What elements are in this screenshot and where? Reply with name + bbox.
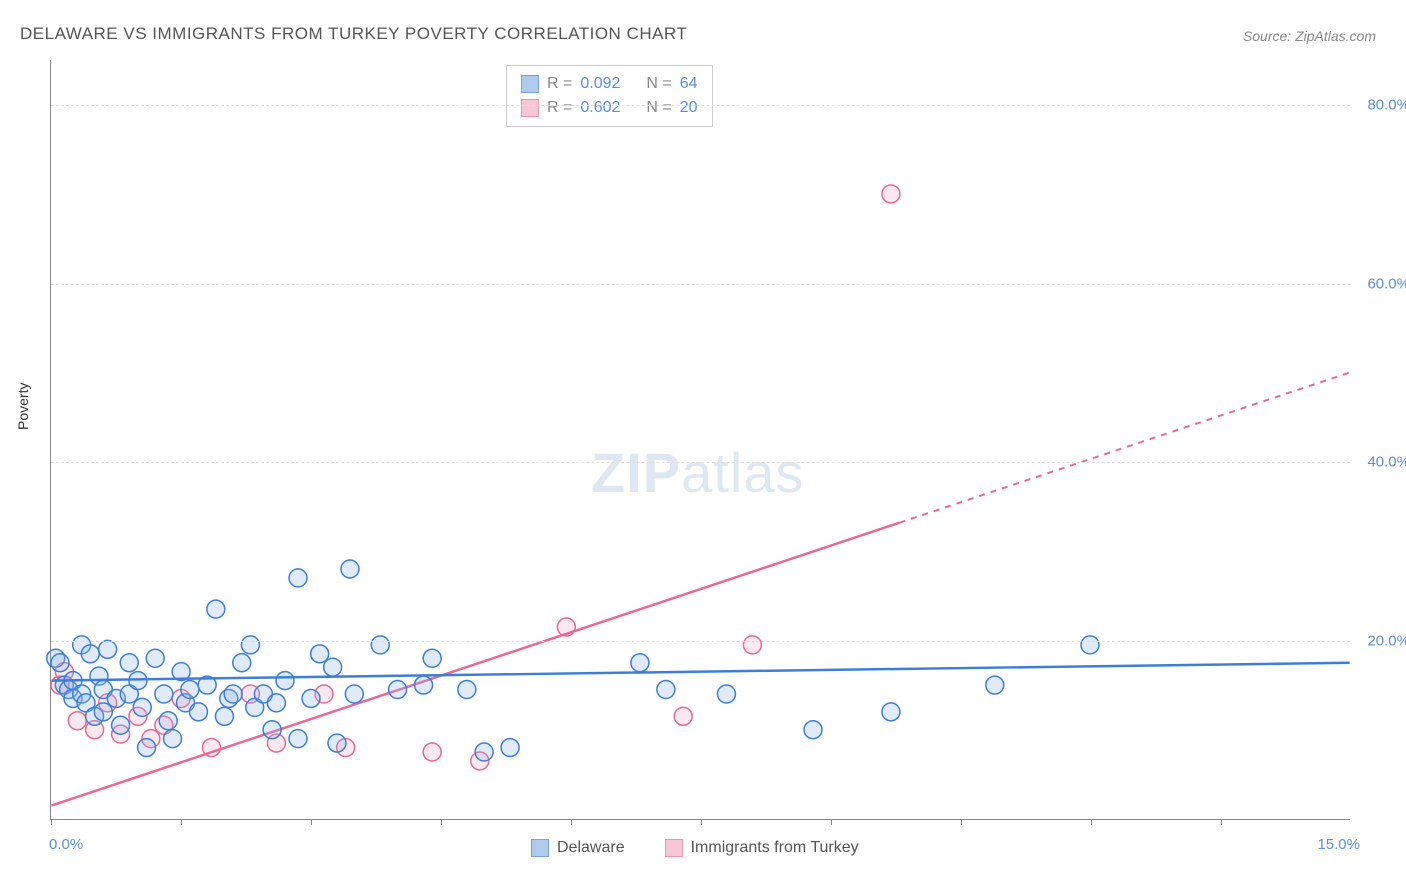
data-point-delaware <box>328 734 346 752</box>
data-point-delaware <box>804 721 822 739</box>
data-point-delaware <box>311 645 329 663</box>
chart-title: DELAWARE VS IMMIGRANTS FROM TURKEY POVER… <box>20 24 687 44</box>
data-point-delaware <box>289 730 307 748</box>
gridline-h <box>51 105 1350 106</box>
data-point-delaware <box>112 716 130 734</box>
data-point-delaware <box>133 698 151 716</box>
data-point-delaware <box>159 712 177 730</box>
data-point-delaware <box>276 672 294 690</box>
data-point-delaware <box>415 676 433 694</box>
x-tick <box>441 819 442 825</box>
gridline-h <box>51 641 1350 642</box>
legend-swatch-turkey-b <box>665 839 683 857</box>
data-point-delaware <box>51 654 69 672</box>
plot-area: ZIPatlas R = 0.092 N = 64 R = 0.602 N = … <box>50 60 1350 820</box>
data-point-delaware <box>181 681 199 699</box>
data-point-delaware <box>241 636 259 654</box>
x-tick <box>181 819 182 825</box>
data-point-delaware <box>207 600 225 618</box>
y-tick-label: 20.0% <box>1360 633 1406 650</box>
x-tick-label-0: 0.0% <box>49 836 83 853</box>
data-point-turkey <box>743 636 761 654</box>
data-point-delaware <box>371 636 389 654</box>
x-tick <box>961 819 962 825</box>
data-point-delaware <box>263 721 281 739</box>
data-point-turkey <box>423 743 441 761</box>
data-point-delaware <box>155 685 173 703</box>
data-point-delaware <box>267 694 285 712</box>
y-tick-label: 40.0% <box>1360 454 1406 471</box>
x-tick <box>571 819 572 825</box>
x-tick <box>1091 819 1092 825</box>
data-point-delaware <box>341 560 359 578</box>
data-point-delaware <box>501 739 519 757</box>
data-point-delaware <box>99 640 117 658</box>
data-point-delaware <box>190 703 208 721</box>
x-tick <box>311 819 312 825</box>
x-tick <box>701 819 702 825</box>
data-point-delaware <box>215 707 233 725</box>
legend-bottom: Delaware Immigrants from Turkey <box>531 839 859 857</box>
data-point-delaware <box>120 654 138 672</box>
data-point-delaware <box>423 649 441 667</box>
data-point-delaware <box>717 685 735 703</box>
gridline-h <box>51 462 1350 463</box>
data-point-delaware <box>224 685 242 703</box>
x-tick <box>51 819 52 825</box>
x-tick-label-15: 15.0% <box>1317 836 1360 853</box>
x-tick <box>831 819 832 825</box>
data-point-delaware <box>657 681 675 699</box>
data-point-delaware <box>302 689 320 707</box>
data-point-delaware <box>81 645 99 663</box>
data-point-delaware <box>389 681 407 699</box>
data-point-delaware <box>164 730 182 748</box>
data-point-delaware <box>1081 636 1099 654</box>
data-point-delaware <box>289 569 307 587</box>
data-point-delaware <box>458 681 476 699</box>
data-point-turkey <box>882 185 900 203</box>
legend-label-delaware: Delaware <box>557 839 625 857</box>
data-point-delaware <box>94 703 112 721</box>
data-point-delaware <box>146 649 164 667</box>
legend-swatch-delaware-b <box>531 839 549 857</box>
data-point-turkey <box>674 707 692 725</box>
x-tick <box>1221 819 1222 825</box>
regression-line-dashed-turkey <box>900 373 1350 523</box>
data-point-delaware <box>138 739 156 757</box>
source-attribution: Source: ZipAtlas.com <box>1243 28 1376 44</box>
legend-bottom-delaware: Delaware <box>531 839 625 857</box>
data-point-delaware <box>882 703 900 721</box>
legend-label-turkey: Immigrants from Turkey <box>691 839 859 857</box>
data-point-delaware <box>324 658 342 676</box>
y-tick-label: 80.0% <box>1360 96 1406 113</box>
data-point-delaware <box>475 743 493 761</box>
data-point-turkey <box>68 712 86 730</box>
data-point-delaware <box>233 654 251 672</box>
chart-svg <box>51 60 1350 819</box>
y-tick-label: 60.0% <box>1360 275 1406 292</box>
legend-bottom-turkey: Immigrants from Turkey <box>665 839 859 857</box>
data-point-delaware <box>345 685 363 703</box>
y-axis-label: Poverty <box>15 383 31 430</box>
data-point-delaware <box>631 654 649 672</box>
data-point-delaware <box>986 676 1004 694</box>
gridline-h <box>51 284 1350 285</box>
